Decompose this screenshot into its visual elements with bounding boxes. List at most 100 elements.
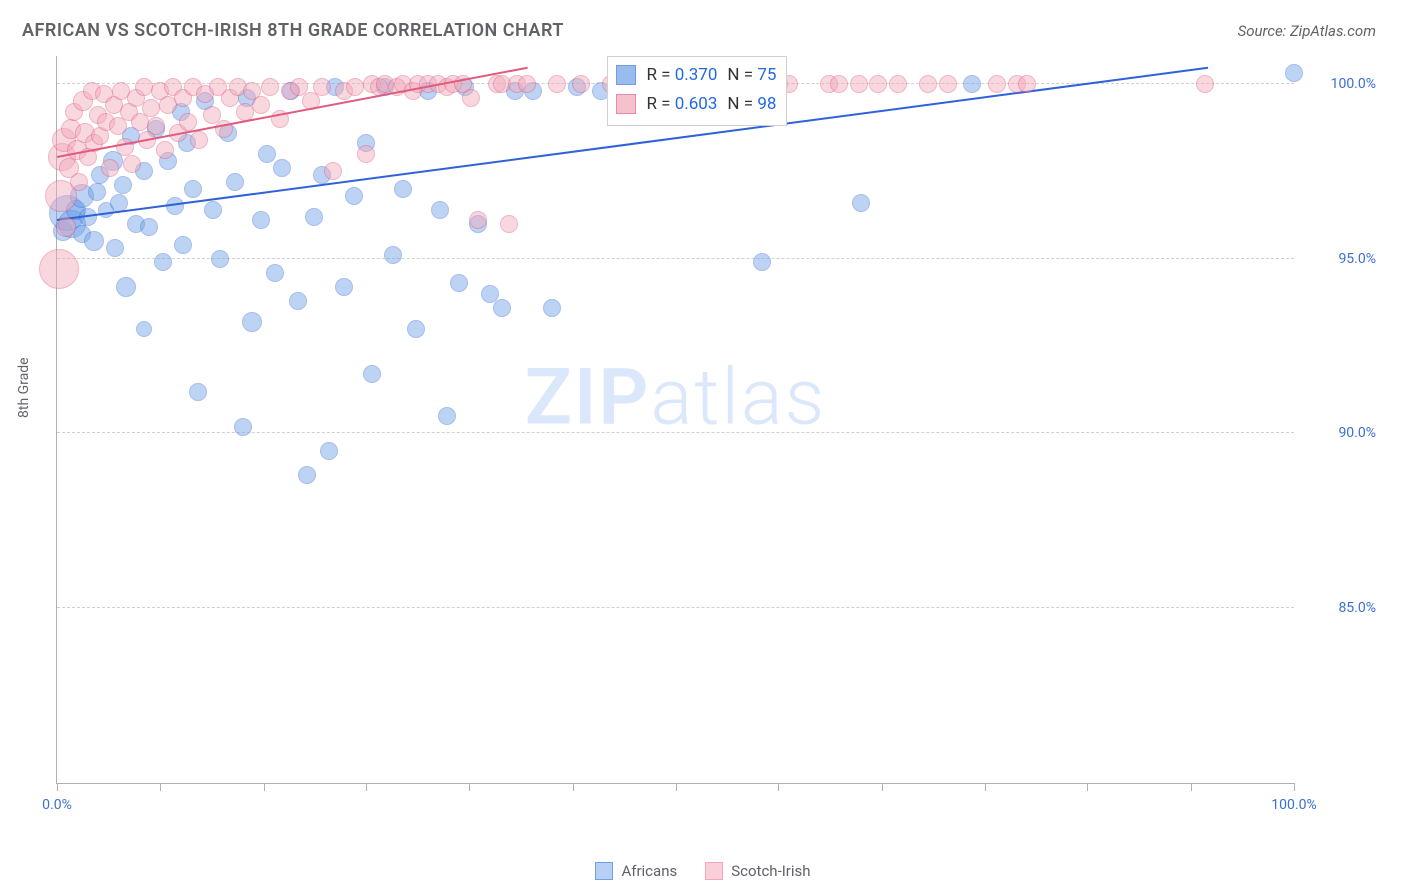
x-tick: [882, 783, 883, 791]
data-point-africans: [384, 246, 402, 264]
data-point-africans: [543, 299, 561, 317]
n-value-scotch_irish: N = 98: [727, 90, 776, 119]
data-point-africans: [226, 173, 244, 191]
legend-swatch: [595, 862, 613, 880]
x-tick: [985, 783, 986, 791]
data-point-scotch_irish: [346, 78, 364, 96]
data-point-scotch_irish: [261, 78, 279, 96]
data-point-scotch_irish: [123, 155, 141, 173]
chart-title: AFRICAN VS SCOTCH-IRISH 8TH GRADE CORREL…: [22, 20, 564, 41]
data-point-africans: [305, 208, 323, 226]
x-tick: [160, 783, 161, 791]
x-tick: [57, 783, 58, 791]
chart-container: 8th Grade ZIPatlas 85.0%90.0%95.0%100.0%…: [56, 56, 1382, 820]
data-point-africans: [407, 320, 425, 338]
data-point-scotch_irish: [252, 96, 270, 114]
data-point-africans: [363, 365, 381, 383]
data-point-africans: [174, 236, 192, 254]
legend-item: Africans: [595, 862, 677, 880]
data-point-africans: [211, 250, 229, 268]
data-point-africans: [154, 253, 172, 271]
data-point-africans: [140, 218, 158, 236]
x-tick: [676, 783, 677, 791]
data-point-scotch_irish: [830, 75, 848, 93]
data-point-scotch_irish: [70, 173, 88, 191]
r-value-africans: R = 0.370: [646, 61, 717, 90]
gridline: [57, 607, 1294, 608]
data-point-scotch_irish: [1018, 75, 1036, 93]
data-point-africans: [852, 194, 870, 212]
legend-item: Scotch-Irish: [705, 862, 810, 880]
data-point-scotch_irish: [56, 217, 76, 237]
data-point-scotch_irish: [324, 162, 342, 180]
data-point-africans: [258, 145, 276, 163]
x-tick-label: 0.0%: [42, 797, 72, 813]
x-tick: [264, 783, 265, 791]
data-point-africans: [234, 418, 252, 436]
data-point-africans: [493, 299, 511, 317]
data-point-scotch_irish: [939, 75, 957, 93]
data-point-scotch_irish: [313, 78, 331, 96]
x-tick: [469, 783, 470, 791]
legend-label: Scotch-Irish: [731, 862, 810, 880]
data-point-africans: [116, 277, 136, 297]
data-point-scotch_irish: [135, 78, 153, 96]
legend-label: Africans: [621, 862, 677, 880]
data-point-africans: [204, 201, 222, 219]
data-point-africans: [136, 321, 152, 337]
y-tick-label: 85.0%: [1338, 600, 1376, 616]
data-point-africans: [431, 201, 449, 219]
data-point-africans: [298, 466, 316, 484]
y-tick-label: 90.0%: [1338, 425, 1376, 441]
stat-row-scotch_irish: R = 0.603 N = 98: [616, 90, 776, 119]
data-point-scotch_irish: [469, 211, 487, 229]
data-point-scotch_irish: [919, 75, 937, 93]
x-tick: [1294, 783, 1295, 791]
source-label: Source: ZipAtlas.com: [1238, 22, 1376, 40]
data-point-scotch_irish: [889, 75, 907, 93]
watermark: ZIPatlas: [525, 352, 826, 443]
x-tick: [1087, 783, 1088, 791]
swatch-scotch_irish: [616, 94, 636, 114]
data-point-scotch_irish: [548, 75, 566, 93]
n-value-africans: N = 75: [727, 61, 776, 90]
y-tick-label: 100.0%: [1331, 76, 1376, 92]
data-point-scotch_irish: [101, 159, 119, 177]
data-point-scotch_irish: [116, 138, 134, 156]
stat-box: R = 0.370 N = 75 R = 0.603 N = 98: [607, 56, 787, 126]
r-value-scotch_irish: R = 0.603: [646, 90, 717, 119]
data-point-africans: [963, 75, 981, 93]
data-point-africans: [106, 239, 124, 257]
data-point-africans: [252, 211, 270, 229]
data-point-africans: [289, 292, 307, 310]
data-point-africans: [266, 264, 284, 282]
data-point-scotch_irish: [988, 75, 1006, 93]
data-point-africans: [88, 183, 106, 201]
y-tick-label: 95.0%: [1338, 251, 1376, 267]
data-point-africans: [345, 187, 363, 205]
data-point-africans: [242, 312, 262, 332]
data-point-africans: [450, 274, 468, 292]
data-point-africans: [114, 176, 132, 194]
data-point-scotch_irish: [869, 75, 887, 93]
data-point-scotch_irish: [142, 99, 160, 117]
data-point-scotch_irish: [39, 249, 79, 289]
stat-row-africans: R = 0.370 N = 75: [616, 61, 776, 90]
data-point-africans: [189, 383, 207, 401]
data-point-africans: [394, 180, 412, 198]
x-tick: [778, 783, 779, 791]
data-point-scotch_irish: [462, 89, 480, 107]
swatch-africans: [616, 65, 636, 85]
data-point-scotch_irish: [147, 117, 165, 135]
data-point-scotch_irish: [357, 145, 375, 163]
data-point-africans: [438, 407, 456, 425]
plot-area: ZIPatlas 85.0%90.0%95.0%100.0%0.0%100.0%…: [56, 56, 1294, 784]
x-tick-label: 100.0%: [1271, 797, 1316, 813]
legend-swatch: [705, 862, 723, 880]
legend: Africans Scotch-Irish: [0, 862, 1406, 884]
x-tick: [366, 783, 367, 791]
data-point-africans: [273, 159, 291, 177]
data-point-scotch_irish: [190, 131, 208, 149]
data-point-africans: [1285, 64, 1303, 82]
data-point-africans: [753, 253, 771, 271]
